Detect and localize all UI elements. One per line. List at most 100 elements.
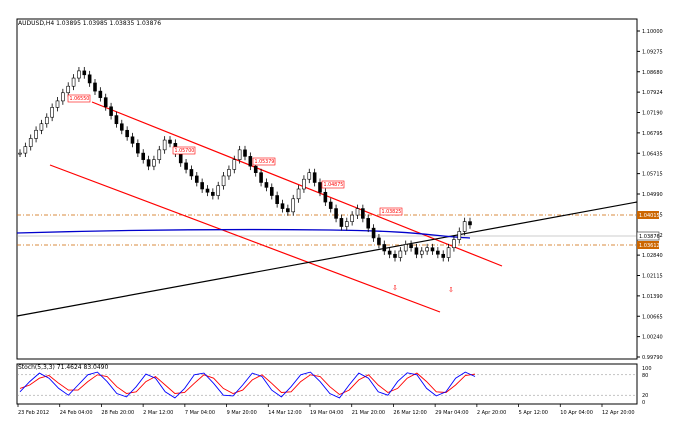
time-tick-label: 5 Apr 12:00 [519,410,548,416]
candle-body [446,247,451,258]
candle-body [44,116,49,125]
candle-body [387,250,392,255]
time-tick-label: 19 Mar 04:00 [310,410,343,416]
candle-body [452,239,456,249]
price-tick-label: 1.08680 [642,70,663,76]
down-arrow-icon: ⇩ [448,286,454,294]
price-tick-label: 1.00665 [642,314,663,320]
candle-body [103,97,108,108]
price-annotation-label: 1.05379 [255,159,275,165]
price-tick-label: 0.99790 [642,355,663,361]
oscillator-level-label: 20 [642,393,648,399]
candle-body [291,198,296,213]
oscillator-level-label: 80 [642,373,648,379]
candle-body [232,159,237,170]
candle-body [457,231,462,240]
candle-body [409,244,413,249]
price-highlight-box [637,241,659,249]
candle-body [55,100,60,108]
candle-body [361,208,365,219]
moving-average-line [16,228,471,239]
candle-body [211,191,215,196]
candle-body [436,250,440,255]
candle-body [82,70,87,76]
time-tick-label: 28 Feb 20:00 [101,410,134,416]
candle-body [350,214,354,222]
candle-body [328,201,333,209]
candle-body [403,244,408,252]
candle-body [286,208,290,213]
time-tick-label: 2 Apr 20:00 [477,410,506,416]
candle-body [280,203,285,209]
candle-body [414,247,419,255]
price-annotation-box [321,180,345,189]
candle-body [77,70,81,79]
time-tick-label: 23 Feb 2012 [18,410,49,416]
price-annotation-label: 1.05700 [175,148,195,154]
price-tick-label: 1.07190 [642,111,663,117]
time-tick-label: 10 Apr 04:00 [560,410,593,416]
stochastic-main-line [19,371,476,399]
price-highlight-label: 1.04015 [639,213,660,219]
candle-body [130,136,135,144]
candle-body [23,146,28,154]
candle-body [162,139,167,151]
candle-body [398,250,403,258]
time-tick-label: 29 Mar 04:00 [435,410,468,416]
support-trendline [16,201,638,317]
price-tick-label: 1.06795 [642,131,663,137]
price-tick-label: 1.02840 [642,253,663,259]
candle-body [253,165,258,173]
candle-body [194,175,199,183]
candle-body [323,191,328,203]
price-annotation-label: 1.06550 [70,96,90,102]
time-tick-label: 26 Mar 12:00 [393,410,426,416]
candle-body [18,152,22,155]
candle-body [168,139,172,144]
candle-body [61,92,65,102]
candle-body [34,129,38,139]
candle-body [221,175,226,187]
price-tick-label: 1.04990 [642,192,663,198]
channel-upper-line [91,101,503,267]
price-tick-label: 1.01390 [642,294,663,300]
candle-body [468,221,472,226]
candle-body [318,182,322,193]
price-tick-label: 1.10000 [642,29,663,35]
candle-body [275,195,279,204]
time-tick-label: 21 Mar 20:00 [352,410,385,416]
candle-body [152,159,156,167]
candle-body [189,169,194,177]
candle-body [227,169,231,177]
time-tick-label: 24 Feb 04:00 [60,410,93,416]
candle-body [393,253,397,258]
price-tick-label: 1.07924 [642,90,663,96]
symbol-header: AUDUSD,H4 1.03895 1.03985 1.03835 1.0387… [18,20,161,27]
candle-body [366,218,371,229]
time-tick-label: 2 Mar 12:00 [143,410,173,416]
time-tick-label: 12 Apr 20:00 [602,410,635,416]
price-annotation-box [252,157,276,166]
price-tick-label: 1.06435 [642,151,663,157]
candle-body [371,227,376,239]
down-arrow-icon: ⇩ [392,284,398,292]
candle-body [184,162,188,170]
candle-body [136,143,140,154]
candle-body [425,247,429,252]
candle-body [312,172,317,183]
oscillator-level-label: 100 [642,366,652,372]
oscillator-label: Stoch(5,3,3) 71.4624 83.0490 [18,364,109,371]
time-tick-label: 14 Mar 12:00 [268,410,301,416]
channel-lower-line [49,164,441,313]
candle-body [269,187,274,196]
candle-body [264,182,269,188]
price-tick-label: 1.00240 [642,335,663,341]
price-highlight-label: 1.03876 [639,234,660,240]
price-annotation-label: 1.03825 [382,209,402,215]
oscillator-level-label: 0 [642,400,645,406]
candle-body [200,182,204,190]
candle-body [441,253,446,258]
candle-body [462,221,467,232]
